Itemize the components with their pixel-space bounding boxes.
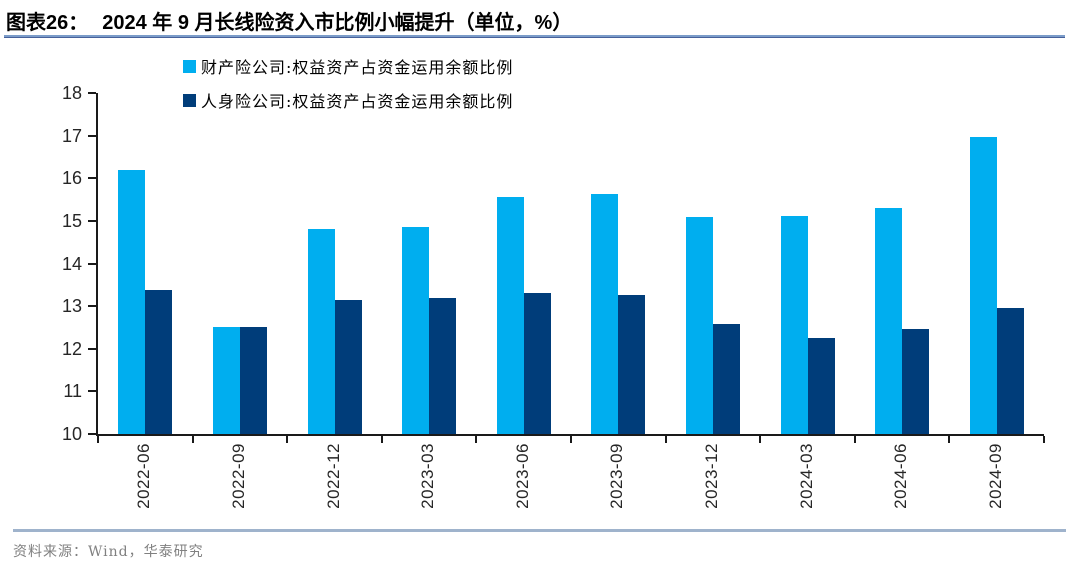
x-axis-category-label: 2024-06	[891, 443, 910, 509]
x-axis-category-label: 2023-06	[513, 443, 532, 509]
y-axis-tick-label: 14	[61, 253, 82, 274]
x-axis-tick	[475, 436, 478, 443]
property-bar-2023-12	[686, 217, 713, 434]
y-axis-tick-label: 12	[61, 338, 82, 359]
y-axis-tick-label: 15	[61, 210, 82, 231]
y-axis-tick-label: 18	[61, 83, 82, 103]
y-axis-tick	[88, 305, 96, 308]
y-axis-tick-label: 10	[61, 424, 82, 444]
life-bar-2024-03	[808, 338, 835, 434]
x-axis-tick	[570, 436, 572, 443]
life-bar-2022-12	[335, 300, 362, 434]
x-axis-category-label: 2024-09	[986, 443, 1005, 509]
property-bar-2022-09	[213, 327, 240, 434]
x-axis-category-label: 2024-03	[797, 443, 816, 509]
y-axis-tick-label: 17	[61, 125, 82, 146]
x-axis-line	[96, 434, 1044, 436]
y-axis-tick	[88, 347, 96, 350]
y-axis-tick	[88, 177, 96, 180]
legend-swatch-property-icon	[183, 59, 196, 73]
life-bar-2022-09	[240, 327, 267, 434]
property-bar-2024-06	[875, 208, 902, 434]
y-axis-tick	[88, 134, 96, 137]
y-axis-tick-label: 13	[61, 296, 82, 317]
page-title: 图表26： 2024 年 9 月长线险资入市比例小幅提升（单位，%）	[6, 6, 1066, 35]
property-bar-2023-06	[497, 197, 524, 434]
life-bar-2023-09	[618, 295, 645, 434]
x-axis-category-label: 2023-09	[607, 443, 626, 509]
x-axis-tick	[948, 436, 951, 443]
life-bar-2024-09	[997, 308, 1024, 434]
bar-chart-plot-area: 10 11 12 13 14 15 16 17 18 2022-06 2022-09 2022-12 2…	[62, 83, 1045, 509]
x-axis-tick	[759, 436, 762, 443]
legend-label-property: 财产险公司:权益资产占资金运用余额比例	[201, 58, 514, 77]
y-axis-tick	[88, 262, 96, 265]
life-bar-2023-06	[524, 293, 551, 434]
x-axis-tick	[853, 436, 856, 443]
x-axis-category-label: 2022-06	[134, 443, 153, 509]
y-axis-tick-label: 16	[61, 168, 82, 189]
y-axis-tick-label: 11	[63, 381, 82, 402]
x-axis-category-label: 2022-09	[229, 443, 248, 509]
title-rule	[4, 35, 1065, 38]
figure-title-text: 2024 年 9 月长线险资入市比例小幅提升（单位，%）	[102, 12, 573, 34]
x-axis-tick	[286, 436, 289, 443]
y-axis-tick	[88, 433, 96, 435]
life-bar-2023-12	[713, 324, 740, 434]
source-note: 资料来源：Wind，华泰研究	[13, 544, 204, 560]
x-axis-tick	[191, 436, 194, 443]
life-bar-2023-03	[429, 298, 456, 434]
figure-number-label: 图表26：	[6, 12, 89, 34]
y-axis-tick	[88, 390, 96, 393]
x-axis-tick	[97, 436, 99, 443]
property-bar-2023-09	[591, 194, 618, 434]
footer-rule	[13, 529, 1066, 532]
life-bar-2024-06	[902, 329, 929, 434]
property-bar-2022-06	[118, 170, 145, 434]
y-axis-tick	[88, 219, 96, 222]
x-axis-tick	[380, 436, 383, 443]
legend-swatch-life-icon	[183, 93, 196, 107]
property-bar-2022-12	[308, 229, 335, 434]
x-axis-category-label: 2023-12	[702, 443, 721, 509]
x-axis-category-label: 2023-03	[418, 443, 437, 509]
x-axis-tick	[664, 436, 667, 443]
legend-label-life: 人身险公司:权益资产占资金运用余额比例	[201, 92, 514, 111]
x-axis-tick	[1043, 436, 1045, 443]
x-axis-category-label: 2022-12	[324, 443, 343, 509]
y-axis-tick	[88, 92, 96, 94]
property-bar-2023-03	[402, 227, 429, 434]
legend-item-life: 人身险公司:权益资产占资金运用余额比例	[183, 92, 513, 111]
property-bar-2024-03	[781, 216, 808, 434]
y-axis-line	[96, 93, 98, 436]
life-bar-2022-06	[145, 290, 172, 434]
legend-item-property: 财产险公司:权益资产占资金运用余额比例	[183, 58, 513, 77]
property-bar-2024-09	[970, 137, 997, 434]
